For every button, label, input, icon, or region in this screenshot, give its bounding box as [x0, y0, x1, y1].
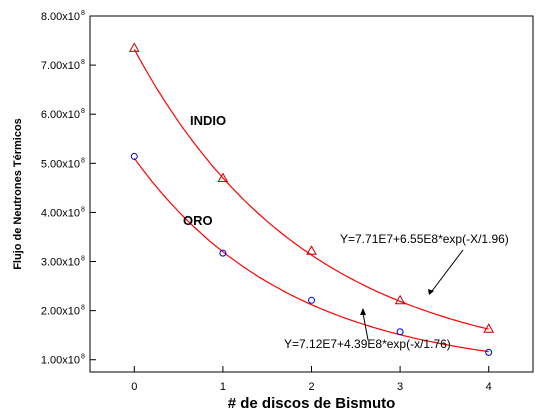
y-tick-exponent: 8 [81, 108, 85, 115]
y-tick-exponent: 8 [81, 59, 85, 66]
x-tick-label: 4 [486, 381, 492, 393]
x-tick-label: 0 [131, 381, 137, 393]
pointer-line-oro [362, 312, 369, 341]
data-point-oro [396, 328, 404, 336]
y-tick-label: 6.00x10 [41, 109, 80, 121]
fit-equation-oro: Y=7.12E7+4.39E8*exp(-x/1.76) [284, 337, 451, 351]
y-tick-label: 1.00x10 [41, 355, 80, 367]
data-point-indio [483, 323, 495, 333]
annotations: INDIO ORO Y=7.71E7+6.55E8*exp(-X/1.96) Y=7.… [183, 113, 509, 351]
x-tick-label: 3 [397, 381, 403, 393]
data-point-oro [219, 249, 227, 257]
fit-curve-indio [133, 49, 489, 330]
y-tick-exponent: 8 [81, 354, 85, 361]
plot-border [89, 15, 534, 373]
y-tick-exponent: 8 [81, 10, 85, 17]
data-point-indio [394, 294, 406, 305]
pointer-line-indio [431, 249, 464, 292]
data-points [128, 42, 495, 356]
y-tick-exponent: 8 [81, 256, 85, 263]
y-tick-label: 2.00x10 [41, 306, 80, 318]
y-tick-exponent: 8 [81, 206, 85, 213]
y-tick-exponent: 8 [81, 157, 85, 164]
data-point-oro [308, 296, 315, 304]
pointer-arrow-oro [360, 308, 366, 315]
y-axis-label: Flujo de Neutrones Térmicos [12, 118, 24, 270]
y-tick-label: 4.00x10 [41, 207, 80, 219]
fit-curves [133, 49, 489, 353]
y-tick-label: 7.00x10 [41, 60, 80, 72]
series-label-oro: ORO [183, 213, 213, 228]
data-point-oro [485, 348, 493, 356]
fit-curve-oro [133, 157, 489, 353]
fit-equation-indio: Y=7.71E7+6.55E8*exp(-X/1.96) [340, 232, 509, 246]
pointer-arrow-indio [428, 289, 434, 295]
y-axis-ticks: 1.00x10 82.00x10 83.00x10 84.00x10 85.00x10 8… [41, 10, 96, 367]
y-tick-label: 3.00x10 [41, 257, 80, 269]
data-point-indio [306, 245, 317, 255]
data-point-oro [130, 152, 138, 160]
data-point-indio [128, 42, 140, 52]
y-tick-label: 5.00x10 [41, 158, 80, 170]
plot-frame [89, 15, 534, 373]
x-axis-ticks: 0 1 2 3 4 [131, 366, 492, 393]
series-label-indio: INDIO [190, 113, 226, 128]
x-tick-label: 1 [220, 381, 226, 393]
data-point-indio [217, 172, 229, 183]
y-tick-label: 8.00x10 [41, 11, 80, 23]
y-tick-exponent: 8 [81, 305, 85, 312]
x-tick-label: 2 [308, 381, 314, 393]
x-axis-label: # de discos de Bismuto [228, 395, 396, 412]
